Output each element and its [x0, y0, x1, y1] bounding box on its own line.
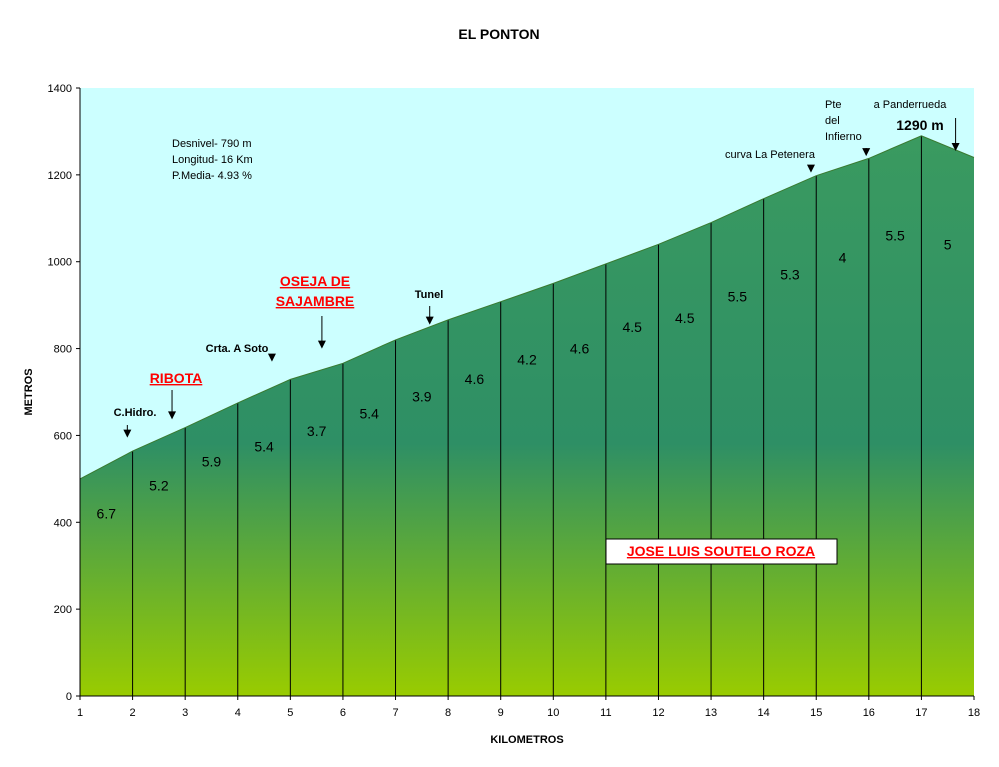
annotation-arrow-head — [168, 411, 177, 420]
annotation-arrow-head — [317, 340, 326, 349]
grade-label: 6.7 — [97, 506, 117, 522]
annotation-arrow-head — [123, 429, 132, 438]
y-tick-label: 400 — [54, 517, 72, 529]
x-tick-label: 8 — [445, 707, 451, 719]
x-tick-label: 7 — [392, 707, 398, 719]
stats-line: Desnivel- 790 m — [172, 138, 251, 150]
x-tick-label: 4 — [235, 707, 241, 719]
annotation-pte-line: Infierno — [825, 131, 862, 143]
y-tick-label: 800 — [54, 344, 72, 356]
author-box — [605, 538, 838, 565]
annotation-oseja-line: OSEJA DE — [280, 273, 350, 289]
x-tick-label: 1 — [77, 707, 83, 719]
y-tick-label: 1400 — [48, 83, 72, 95]
y-tick-label: 600 — [54, 430, 72, 442]
grade-label: 5.5 — [728, 288, 748, 304]
grade-label: 5.3 — [780, 267, 800, 283]
grade-label: 5.5 — [885, 228, 905, 244]
grade-label: 4.5 — [675, 310, 695, 326]
annotation-a-panderrueda: a Panderrueda — [874, 99, 948, 111]
author-label: JOSE LUIS SOUTELO ROZA — [627, 543, 815, 559]
x-tick-label: 2 — [130, 707, 136, 719]
annotation-pte-line: Pte — [825, 99, 842, 111]
x-tick-label: 16 — [863, 707, 875, 719]
y-tick-label: 200 — [54, 604, 72, 616]
annotation-arrow-head — [806, 164, 815, 173]
annotation-pte-line: del — [825, 115, 840, 127]
annotation-oseja-line: SAJAMBRE — [276, 293, 355, 309]
x-tick-label: 3 — [182, 707, 188, 719]
x-tick-label: 12 — [652, 707, 664, 719]
annotation-tunel: Tunel — [415, 289, 444, 301]
x-axis-title: KILOMETROS — [490, 734, 563, 746]
grade-label: 5.4 — [360, 406, 380, 422]
grade-label: 4.6 — [465, 371, 485, 387]
annotation-ribota: RIBOTA — [150, 370, 203, 386]
annotation-arrow-head — [267, 353, 276, 362]
chart-title: EL PONTON — [458, 26, 539, 42]
grade-label: 3.7 — [307, 423, 327, 439]
grade-label: 4.6 — [570, 341, 590, 357]
x-tick-label: 14 — [758, 707, 770, 719]
y-axis-title: METROS — [23, 368, 35, 415]
grade-label: 5.4 — [254, 438, 274, 454]
grade-label: 4 — [839, 249, 847, 265]
grade-label: 4.5 — [622, 319, 642, 335]
annotation-crta-a-soto: Crta. A Soto — [206, 343, 269, 355]
grade-label: 5 — [944, 236, 952, 252]
x-tick-label: 6 — [340, 707, 346, 719]
grade-label: 3.9 — [412, 388, 432, 404]
x-tick-label: 10 — [547, 707, 559, 719]
x-tick-label: 9 — [498, 707, 504, 719]
elevation-line — [79, 135, 975, 480]
grade-label: 5.9 — [202, 453, 222, 469]
grade-label: 5.2 — [149, 477, 169, 493]
annotation-c-hidro: C.Hidro. — [114, 407, 157, 419]
x-tick-label: 17 — [915, 707, 927, 719]
stats-line: P.Media- 4.93 % — [172, 170, 252, 182]
grade-label: 4.2 — [517, 351, 537, 367]
x-tick-label: 13 — [705, 707, 717, 719]
x-tick-label: 11 — [600, 707, 611, 719]
y-tick-label: 0 — [66, 691, 72, 703]
x-tick-label: 15 — [810, 707, 822, 719]
x-tick-label: 18 — [968, 707, 980, 719]
y-tick-label: 1000 — [48, 257, 72, 269]
annotation-arrow-head — [425, 316, 434, 325]
stats-line: Longitud- 16 Km — [172, 154, 253, 166]
annotation-arrow-head — [862, 148, 871, 157]
y-tick-label: 1200 — [48, 170, 72, 182]
summit-label: 1290 m — [896, 117, 943, 133]
annotation-curva-la-petenera: curva La Petenera — [725, 149, 816, 161]
x-tick-label: 5 — [287, 707, 293, 719]
annotation-arrow-head — [951, 142, 960, 151]
